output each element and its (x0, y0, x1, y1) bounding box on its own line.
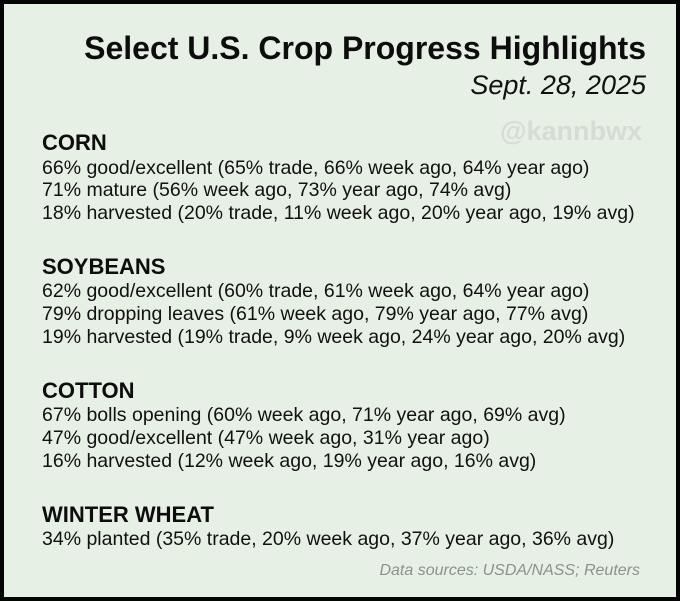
author-watermark: @kannbwx (500, 116, 642, 146)
card-content: Select U.S. Crop Progress Highlights Sep… (4, 4, 676, 597)
stat-line: 18% harvested (20% trade, 11% week ago, … (42, 202, 635, 225)
section-heading-corn: CORN (42, 130, 107, 156)
stat-line: 19% harvested (19% trade, 9% week ago, 2… (42, 326, 626, 349)
section-soybeans: SOYBEANS 62% good/excellent (60% trade, … (42, 254, 646, 349)
stat-line: 71% mature (56% week ago, 73% year ago, … (42, 179, 512, 202)
section-heading-cotton: COTTON (42, 377, 135, 403)
stat-line: 62% good/excellent (60% trade, 61% week … (42, 280, 590, 303)
data-sources-note: Data sources: USDA/NASS; Reuters (379, 562, 640, 579)
section-corn: CORN 66% good/excellent (65% trade, 66% … (42, 130, 646, 225)
stat-line: 16% harvested (12% week ago, 19% year ag… (42, 449, 537, 472)
stat-line: 66% good/excellent (65% trade, 66% week … (42, 156, 590, 179)
page-title: Select U.S. Crop Progress Highlights (84, 30, 646, 66)
section-cotton: COTTON 67% bolls opening (60% week ago, … (42, 378, 646, 473)
section-heading-winter-wheat: WINTER WHEAT (42, 501, 214, 527)
stat-line: 67% bolls opening (60% week ago, 71% yea… (42, 404, 566, 427)
stat-line: 79% dropping leaves (61% week ago, 79% y… (42, 303, 589, 326)
stat-line: 47% good/excellent (47% week ago, 31% ye… (42, 427, 490, 450)
section-heading-soybeans: SOYBEANS (42, 254, 166, 280)
section-winter-wheat: WINTER WHEAT 34% planted (35% trade, 20%… (42, 502, 646, 551)
stat-line: 34% planted (35% trade, 20% week ago, 37… (42, 528, 615, 551)
report-date: Sept. 28, 2025 (470, 69, 646, 100)
